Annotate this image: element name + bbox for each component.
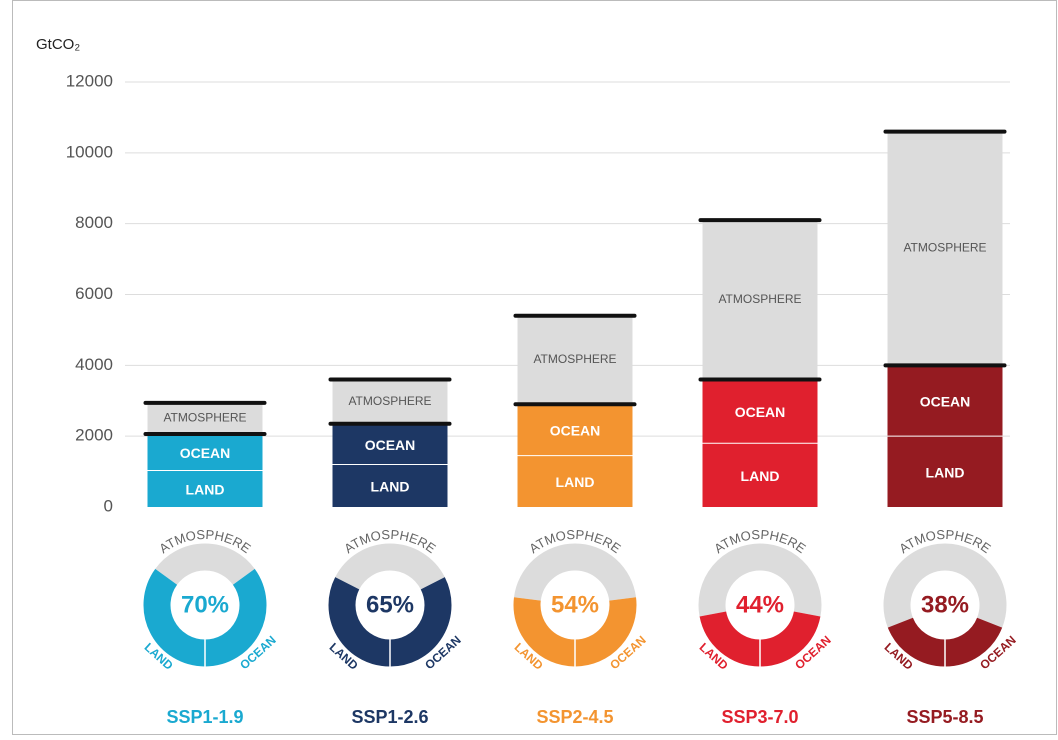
segment-label: OCEAN (735, 404, 786, 420)
donut-label: 38% (921, 591, 969, 618)
segment-label: ATMOSPHERE (718, 292, 801, 306)
bar-segment (887, 131, 1003, 366)
y-tick-label: 10000 (66, 142, 113, 161)
donut-land (759, 610, 821, 667)
segment-label: ATMOSPHERE (163, 411, 246, 425)
segment-label: OCEAN (920, 393, 971, 409)
bar-segment (517, 455, 633, 507)
bar-segment (887, 365, 1003, 437)
y-tick-label: 12000 (66, 71, 113, 90)
segment-label: ATMOSPHERE (903, 241, 986, 255)
bar-segment (332, 423, 448, 465)
donut-ocean (513, 597, 576, 667)
donut-label: 65% (366, 591, 414, 618)
category-label: SSP1-1.9 (166, 707, 243, 727)
donut-atmosphere (883, 543, 1007, 628)
category-label: SSP1-2.6 (351, 707, 428, 727)
donut-land (389, 577, 452, 667)
donut-label: 44% (736, 591, 784, 618)
donut-ocean (699, 610, 761, 667)
bar-segment (887, 436, 1003, 507)
segment-label: LAND (186, 481, 225, 497)
donut-ocean (143, 568, 206, 667)
segment-label: LAND (371, 478, 410, 494)
segment-label: ATMOSPHERE (533, 352, 616, 366)
donut-land (204, 568, 267, 667)
donut-atmosphere (155, 543, 255, 586)
category-label: SSP5-8.5 (906, 707, 983, 727)
segment-label: LAND (556, 474, 595, 490)
segment-label: OCEAN (180, 445, 231, 461)
y-tick-label: 0 (104, 496, 113, 515)
bar-segment (332, 464, 448, 507)
bar-segment (332, 379, 448, 424)
segment-label: OCEAN (550, 423, 601, 439)
y-tick-label: 4000 (75, 355, 113, 374)
bar-segment (147, 434, 263, 471)
donut-land (574, 597, 637, 667)
donut-atmosphere (513, 543, 637, 602)
bar-segment (517, 404, 633, 456)
segment-label: LAND (926, 464, 965, 480)
bar-segment (147, 470, 263, 507)
donut-ocean (328, 577, 391, 667)
category-label: SSP3-7.0 (721, 707, 798, 727)
bar-segment (147, 402, 263, 435)
y-tick-label: 8000 (75, 213, 113, 232)
donut-atmosphere (335, 543, 445, 590)
segment-label: ATMOSPHERE (348, 394, 431, 408)
donut-label: 70% (181, 591, 229, 618)
y-tick-label: 2000 (75, 426, 113, 445)
y-tick-label: 6000 (75, 284, 113, 303)
bar-segment (517, 315, 633, 405)
donut-label: 54% (551, 591, 599, 618)
bar-segment (702, 379, 818, 444)
donut-atmosphere (698, 543, 822, 617)
donut-ocean (887, 617, 946, 667)
y-axis-label: GtCO₂ (36, 36, 80, 53)
bar-segment (702, 220, 818, 380)
segment-label: LAND (741, 468, 780, 484)
segment-label: OCEAN (365, 437, 416, 453)
donut-land (944, 617, 1003, 667)
category-label: SSP2-4.5 (536, 707, 613, 727)
bar-segment (702, 443, 818, 507)
